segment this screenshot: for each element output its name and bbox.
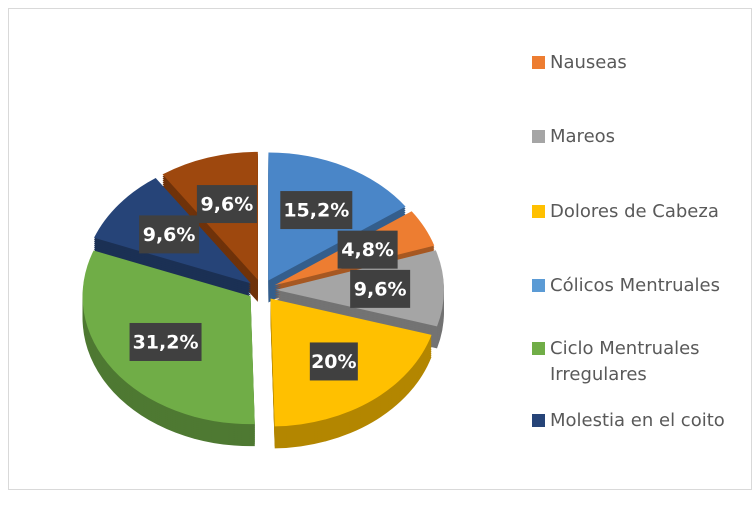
data-label: 4,8% (341, 239, 394, 261)
data-label-box (280, 191, 353, 230)
legend-label: Cólicos Mentruales (550, 275, 720, 296)
legend-swatch (532, 130, 545, 143)
legend-label: Dolores de Cabeza (550, 201, 719, 222)
chart-frame (8, 8, 752, 490)
data-label-box (309, 342, 358, 381)
data-label: 9,6% (354, 278, 407, 300)
legend-label: Mareos (550, 126, 616, 147)
legend-swatch (532, 56, 545, 69)
legend-swatch (532, 205, 545, 218)
legend-label: Nauseas (550, 52, 627, 73)
data-label-box (350, 269, 411, 308)
legend-item: Nauseas (532, 50, 732, 76)
data-label-box (129, 322, 202, 361)
legend-item: Dolores de Cabeza (532, 199, 732, 225)
legend-item: Mareos (532, 124, 732, 150)
legend-label: Ciclo Mentruales Irregulares (550, 338, 700, 385)
legend-item: Cólicos Mentruales (532, 273, 732, 299)
legend-swatch (532, 279, 545, 292)
data-label-box (337, 230, 398, 269)
legend-swatch (532, 342, 545, 355)
data-label: 15,2% (283, 200, 349, 222)
legend-item: Ciclo Mentruales Irregulares (532, 336, 732, 388)
legend-swatch (532, 414, 545, 427)
data-label: 9,6% (201, 194, 254, 216)
data-label: 31,2% (133, 331, 199, 353)
data-label-box (139, 215, 200, 254)
data-label-box (196, 185, 257, 224)
data-label: 20% (311, 351, 356, 373)
legend-item: Molestia en el coito (532, 408, 732, 434)
data-label: 9,6% (143, 224, 196, 246)
legend-label: Molestia en el coito (550, 410, 725, 431)
